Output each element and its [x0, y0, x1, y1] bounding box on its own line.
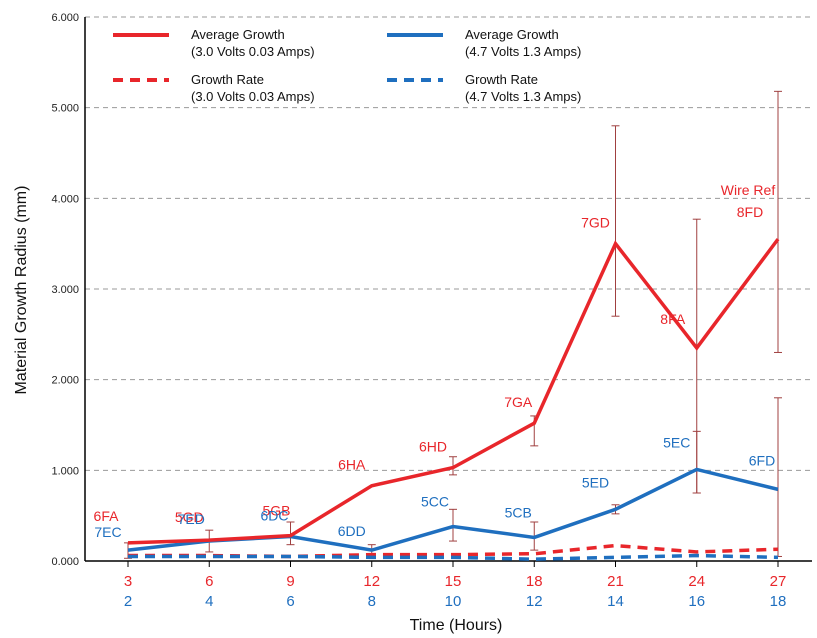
- point-label: 7GA: [504, 394, 533, 410]
- x-tick-label-red: 12: [363, 573, 380, 590]
- x-tick-label-red: 15: [445, 573, 462, 590]
- legend-label: (4.7 Volts 1.3 Amps): [465, 44, 581, 59]
- x-tick-label-blue: 2: [124, 593, 132, 610]
- axes: 0.000 1.000 2.000 3.000 4.000 5.000 6.000 3 2 6 4 9…: [51, 12, 812, 610]
- x-tick-label-blue: 12: [526, 593, 543, 610]
- legend-label: Growth Rate: [465, 72, 538, 87]
- legend-label: Average Growth: [465, 27, 559, 42]
- x-tick-label-blue: 4: [205, 593, 213, 610]
- point-labels: 6FA 5GD 5GB 6HA 6HD 7GA 7GD 8FA 8FD 7EC 7ED 6DC 6DD 5…: [94, 182, 776, 540]
- x-tick-label-blue: 14: [607, 593, 624, 610]
- point-label: 6FD: [749, 452, 775, 468]
- annotation-label: Wire Ref: [721, 182, 776, 198]
- y-axis-title: Material Growth Radius (mm): [13, 186, 30, 395]
- point-label: 6DC: [260, 508, 288, 524]
- point-label: 8FD: [737, 204, 763, 220]
- x-axis-title: Time (Hours): [410, 617, 503, 634]
- y-tick-label: 5.000: [51, 103, 79, 115]
- x-tick-label-red: 6: [205, 573, 213, 590]
- legend-label: (3.0 Volts 0.03 Amps): [191, 89, 315, 104]
- point-label: 6DD: [338, 523, 366, 539]
- y-tick-label: 0.000: [51, 556, 79, 568]
- legend-label: (3.0 Volts 0.03 Amps): [191, 44, 315, 59]
- x-tick-label-red: 24: [688, 573, 705, 590]
- x-tick-label-blue: 6: [286, 593, 294, 610]
- x-tick-label-blue: 10: [445, 593, 462, 610]
- point-label: 7ED: [178, 511, 205, 527]
- grid-lines: [85, 16, 812, 471]
- point-label: 5CB: [505, 504, 532, 520]
- y-tick-label: 4.000: [51, 193, 79, 205]
- point-label: 5CC: [421, 494, 449, 510]
- point-label: 6HD: [419, 439, 447, 455]
- x-tick-label-blue: 8: [368, 593, 376, 610]
- x-tick-label-blue: 16: [688, 593, 705, 610]
- series-line-red_avg: [127, 238, 780, 545]
- series-line-blue_rate: [128, 553, 779, 561]
- point-label: 7GD: [581, 215, 610, 231]
- legend: Average Growth (3.0 Volts 0.03 Amps) Avera…: [113, 27, 581, 104]
- y-tick-label: 6.000: [51, 12, 79, 24]
- point-label: 6FA: [94, 508, 120, 524]
- x-tick-label-red: 9: [286, 573, 294, 590]
- point-label: 5EC: [663, 434, 690, 450]
- point-label: 5ED: [582, 474, 609, 490]
- y-tick-label: 2.000: [51, 375, 79, 387]
- point-label: 8FA: [660, 311, 686, 327]
- point-label: 6HA: [338, 457, 366, 473]
- series-lines: [127, 238, 780, 561]
- x-tick-label-red: 21: [607, 573, 624, 590]
- x-tick-label-red: 18: [526, 573, 543, 590]
- x-tick-label-red: 27: [770, 573, 787, 590]
- point-label: 7EC: [94, 524, 121, 540]
- x-tick-label-red: 3: [124, 573, 132, 590]
- point-label: 5GD: [175, 509, 204, 525]
- legend-label: Growth Rate: [191, 72, 264, 87]
- y-tick-label: 3.000: [51, 284, 79, 296]
- point-label: 5GB: [262, 503, 290, 519]
- legend-label: Average Growth: [191, 27, 285, 42]
- y-tick-label: 1.000: [51, 465, 79, 477]
- legend-label: (4.7 Volts 1.3 Amps): [465, 89, 581, 104]
- x-tick-label-blue: 18: [770, 593, 787, 610]
